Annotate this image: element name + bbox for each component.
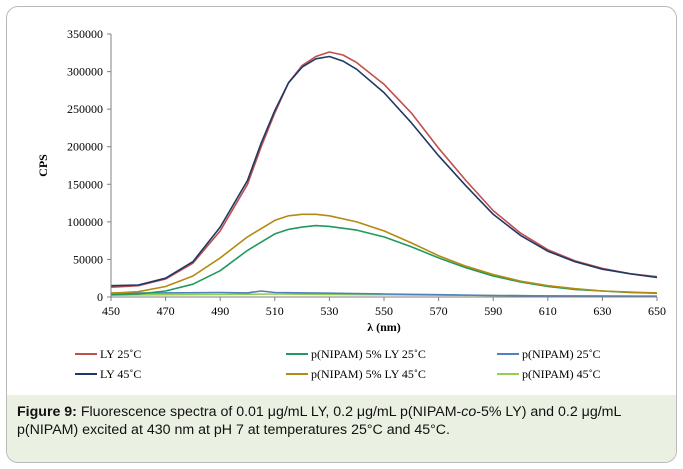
y-tick-label: 150000 xyxy=(67,177,103,191)
y-axis-title: CPS xyxy=(36,154,50,177)
y-tick-label: 300000 xyxy=(67,65,103,79)
figure-caption: Figure 9: Fluorescence spectra of 0.01 μ… xyxy=(7,395,676,462)
y-tick-label: 200000 xyxy=(67,140,103,154)
y-tick-label: 250000 xyxy=(67,102,103,116)
legend-item: p(NIPAM) 5% LY 25˚C xyxy=(286,347,426,361)
legend-item: p(NIPAM) 5% LY 45˚C xyxy=(286,367,426,381)
caption-text-2: -5% LY) and 0.2 μg/mL p(NIPAM) excited a… xyxy=(17,404,621,438)
x-axis-title: λ (nm) xyxy=(367,320,401,334)
legend-item: LY 25˚C xyxy=(75,347,141,361)
x-tick-label: 450 xyxy=(102,304,120,318)
x-tick-label: 570 xyxy=(430,304,448,318)
legend-item: p(NIPAM) 45˚C xyxy=(497,367,601,381)
legend-label: LY 25˚C xyxy=(100,347,141,361)
series-line-1 xyxy=(110,55,658,287)
x-tick-label: 650 xyxy=(648,304,666,318)
legend-label: p(NIPAM) 5% LY 45˚C xyxy=(311,367,426,381)
legend-label: p(NIPAM) 5% LY 25˚C xyxy=(311,347,426,361)
x-tick-label: 630 xyxy=(593,304,611,318)
x-tick-label: 550 xyxy=(375,304,393,318)
figure-panel: 0 50000 100000 150000 200000 250000 300000 3500… xyxy=(6,6,677,463)
series-line-3 xyxy=(110,213,658,294)
y-tick-label: 350000 xyxy=(67,27,103,41)
x-tick-label: 490 xyxy=(211,304,229,318)
legend-item: LY 45˚C xyxy=(75,367,141,381)
y-tick-label: 100000 xyxy=(67,215,103,229)
series-line-4 xyxy=(110,290,658,298)
x-tick-label: 470 xyxy=(157,304,175,318)
series-line-0 xyxy=(110,51,658,288)
x-tick-label: 590 xyxy=(484,304,502,318)
x-tick-label: 510 xyxy=(266,304,284,318)
caption-text-1: Fluorescence spectra of 0.01 μg/mL LY, 0… xyxy=(76,404,462,420)
legend-label: p(NIPAM) 45˚C xyxy=(522,367,601,381)
x-tick-label: 530 xyxy=(320,304,338,318)
legend-label: LY 45˚C xyxy=(100,367,141,381)
legend-item: p(NIPAM) 25˚C xyxy=(497,347,601,361)
caption-label: Figure 9: xyxy=(17,404,77,420)
y-tick-label: 50000 xyxy=(73,252,103,266)
y-tick-label: 0 xyxy=(97,290,103,304)
caption-text-italic: co xyxy=(461,404,477,420)
x-tick-label: 610 xyxy=(539,304,557,318)
chart: 0 50000 100000 150000 200000 250000 300000 3500… xyxy=(36,27,666,381)
legend-label: p(NIPAM) 25˚C xyxy=(522,347,601,361)
